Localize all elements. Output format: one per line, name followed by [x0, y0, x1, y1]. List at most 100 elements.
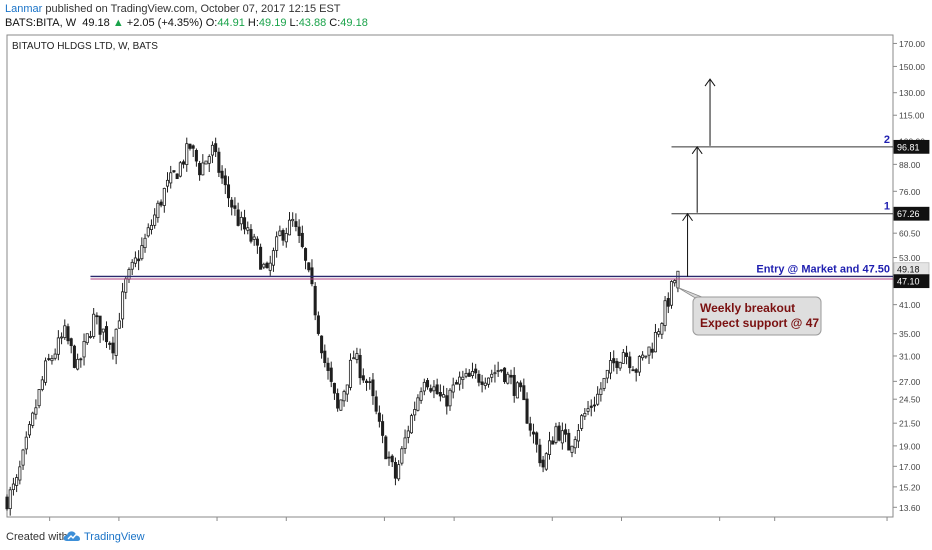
candle-body	[5, 496, 9, 510]
candle-body	[133, 257, 137, 264]
candle-body	[403, 437, 407, 449]
candle-body	[169, 172, 173, 184]
candle-body	[111, 342, 115, 354]
candle-body	[188, 143, 192, 149]
candle-body	[519, 382, 523, 388]
candle-body	[69, 338, 73, 347]
high-label: H:	[247, 17, 259, 29]
candle-body	[426, 380, 430, 388]
candle-body	[287, 219, 292, 236]
low-label: L:	[289, 17, 299, 29]
candle-body	[381, 421, 385, 436]
candle-body	[342, 391, 346, 402]
candle-body	[252, 236, 256, 240]
entry-level-label: Entry @ Market and 47.50	[756, 264, 890, 276]
candle-body	[98, 315, 102, 335]
candle-body	[429, 388, 433, 392]
candle-body	[339, 399, 343, 411]
candle-body	[657, 331, 661, 335]
candle-body	[43, 360, 48, 383]
candle-body	[365, 380, 369, 383]
candle-body	[307, 262, 311, 271]
candle-body	[281, 230, 285, 241]
candle-body	[268, 262, 272, 271]
candle-body	[101, 328, 105, 333]
y-tick-label: 24.50	[899, 395, 921, 405]
candle-body	[451, 384, 455, 393]
price-chart[interactable]: BITAUTO HLDGS LTD, W, BATS 170.00 150.00 13…	[0, 32, 932, 532]
y-tick-label: 27.00	[899, 377, 921, 387]
candle-body	[63, 325, 67, 338]
candle-body	[676, 270, 680, 289]
candle-body	[499, 369, 503, 372]
candle-body	[255, 238, 259, 246]
candle-body	[419, 391, 423, 401]
candle-body	[271, 250, 275, 266]
candle-body	[156, 202, 160, 219]
y-tick-label: 150.00	[899, 62, 925, 72]
created-with-text: Created with	[6, 531, 68, 543]
candle-body	[422, 381, 426, 392]
candle-body	[528, 423, 532, 431]
candle-body	[18, 466, 22, 481]
publish-info: Lanmar published on TradingView.com, Oct…	[5, 3, 341, 15]
candle-body	[172, 170, 176, 173]
candle-body	[467, 372, 471, 377]
candle-body	[515, 382, 519, 399]
candle-body	[435, 384, 439, 395]
candle-body	[127, 269, 131, 280]
candle-body	[644, 355, 648, 358]
candle-body	[361, 375, 365, 381]
y-tick-label: 76.00	[899, 187, 921, 197]
y-tick-label: 130.00	[899, 88, 925, 98]
candle-body	[117, 320, 121, 329]
candle-body	[650, 348, 654, 353]
candle-body	[358, 355, 362, 379]
candle-body	[278, 230, 282, 236]
candle-body	[442, 394, 446, 398]
candle-body	[130, 261, 134, 270]
candle-body	[40, 379, 44, 390]
candle-body	[329, 367, 333, 382]
candle-body	[233, 205, 237, 209]
candle-body	[432, 386, 436, 392]
candle-body	[332, 382, 336, 394]
candle-body	[612, 358, 616, 364]
candle-body	[580, 415, 584, 429]
candle-body	[618, 361, 622, 369]
chart-canvas[interactable]: BITAUTO HLDGS LTD, W, BATS 170.00150.0013…	[0, 32, 932, 532]
target-level-label: 1	[884, 201, 890, 213]
tradingview-brand-link[interactable]: TradingView	[84, 531, 145, 543]
candle-body	[397, 464, 401, 480]
candle-body	[470, 371, 474, 377]
candle-body	[316, 315, 320, 334]
candle-body	[304, 248, 308, 261]
candle-body	[31, 412, 35, 426]
candle-body	[259, 246, 263, 270]
candle-body	[522, 385, 526, 401]
author-link[interactable]: Lanmar	[5, 3, 43, 15]
candle-body	[387, 456, 391, 459]
candle-body	[480, 381, 484, 385]
candle-body	[21, 449, 25, 466]
candles-group	[5, 137, 680, 516]
high-value: 49.19	[258, 17, 287, 29]
candle-body	[60, 336, 64, 339]
candle-body	[586, 408, 590, 412]
open-label: O:	[205, 17, 218, 29]
y-tick-label: 170.00	[899, 39, 925, 49]
candle-body	[560, 430, 564, 444]
candle-body	[275, 236, 279, 251]
close-value: 49.18	[340, 17, 368, 29]
candle-body	[509, 374, 513, 378]
y-tick-label: 41.00	[899, 300, 921, 310]
candle-body	[72, 345, 76, 368]
candle-body	[239, 216, 243, 225]
candle-body	[368, 381, 372, 383]
candle-body	[114, 328, 118, 356]
candle-body	[194, 149, 198, 162]
candle-body	[621, 352, 625, 364]
candle-body	[490, 373, 494, 378]
candle-body	[673, 280, 677, 284]
candle-body	[185, 143, 189, 165]
